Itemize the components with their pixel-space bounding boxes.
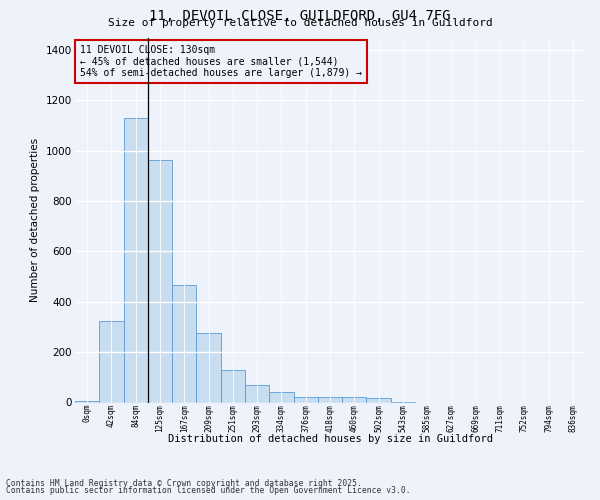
Bar (293, 398, 318, 402)
X-axis label: Distribution of detached houses by size in Guildford: Distribution of detached houses by size … (167, 434, 493, 444)
Bar (172, 286, 196, 403)
Bar (221, 370, 245, 402)
Y-axis label: Number of detached properties: Number of detached properties (31, 138, 40, 302)
Bar (99, 320, 124, 402)
Bar (148, 160, 172, 402)
Bar (318, 397, 342, 402)
Bar (75, 401, 99, 402)
Text: 11 DEVOIL CLOSE: 130sqm
← 45% of detached houses are smaller (1,544)
54% of semi: 11 DEVOIL CLOSE: 130sqm ← 45% of detache… (80, 45, 362, 78)
Bar (342, 397, 367, 402)
Text: Size of property relative to detached houses in Guildford: Size of property relative to detached ho… (107, 18, 493, 28)
Text: 11, DEVOIL CLOSE, GUILDFORD, GU4 7FG: 11, DEVOIL CLOSE, GUILDFORD, GU4 7FG (149, 9, 451, 23)
Bar (245, 386, 269, 402)
Text: Contains public sector information licensed under the Open Government Licence v3: Contains public sector information licen… (6, 486, 410, 495)
Bar (269, 392, 293, 402)
Bar (367, 398, 391, 402)
Text: Contains HM Land Registry data © Crown copyright and database right 2025.: Contains HM Land Registry data © Crown c… (6, 478, 362, 488)
Bar (124, 118, 148, 403)
Bar (196, 332, 221, 402)
